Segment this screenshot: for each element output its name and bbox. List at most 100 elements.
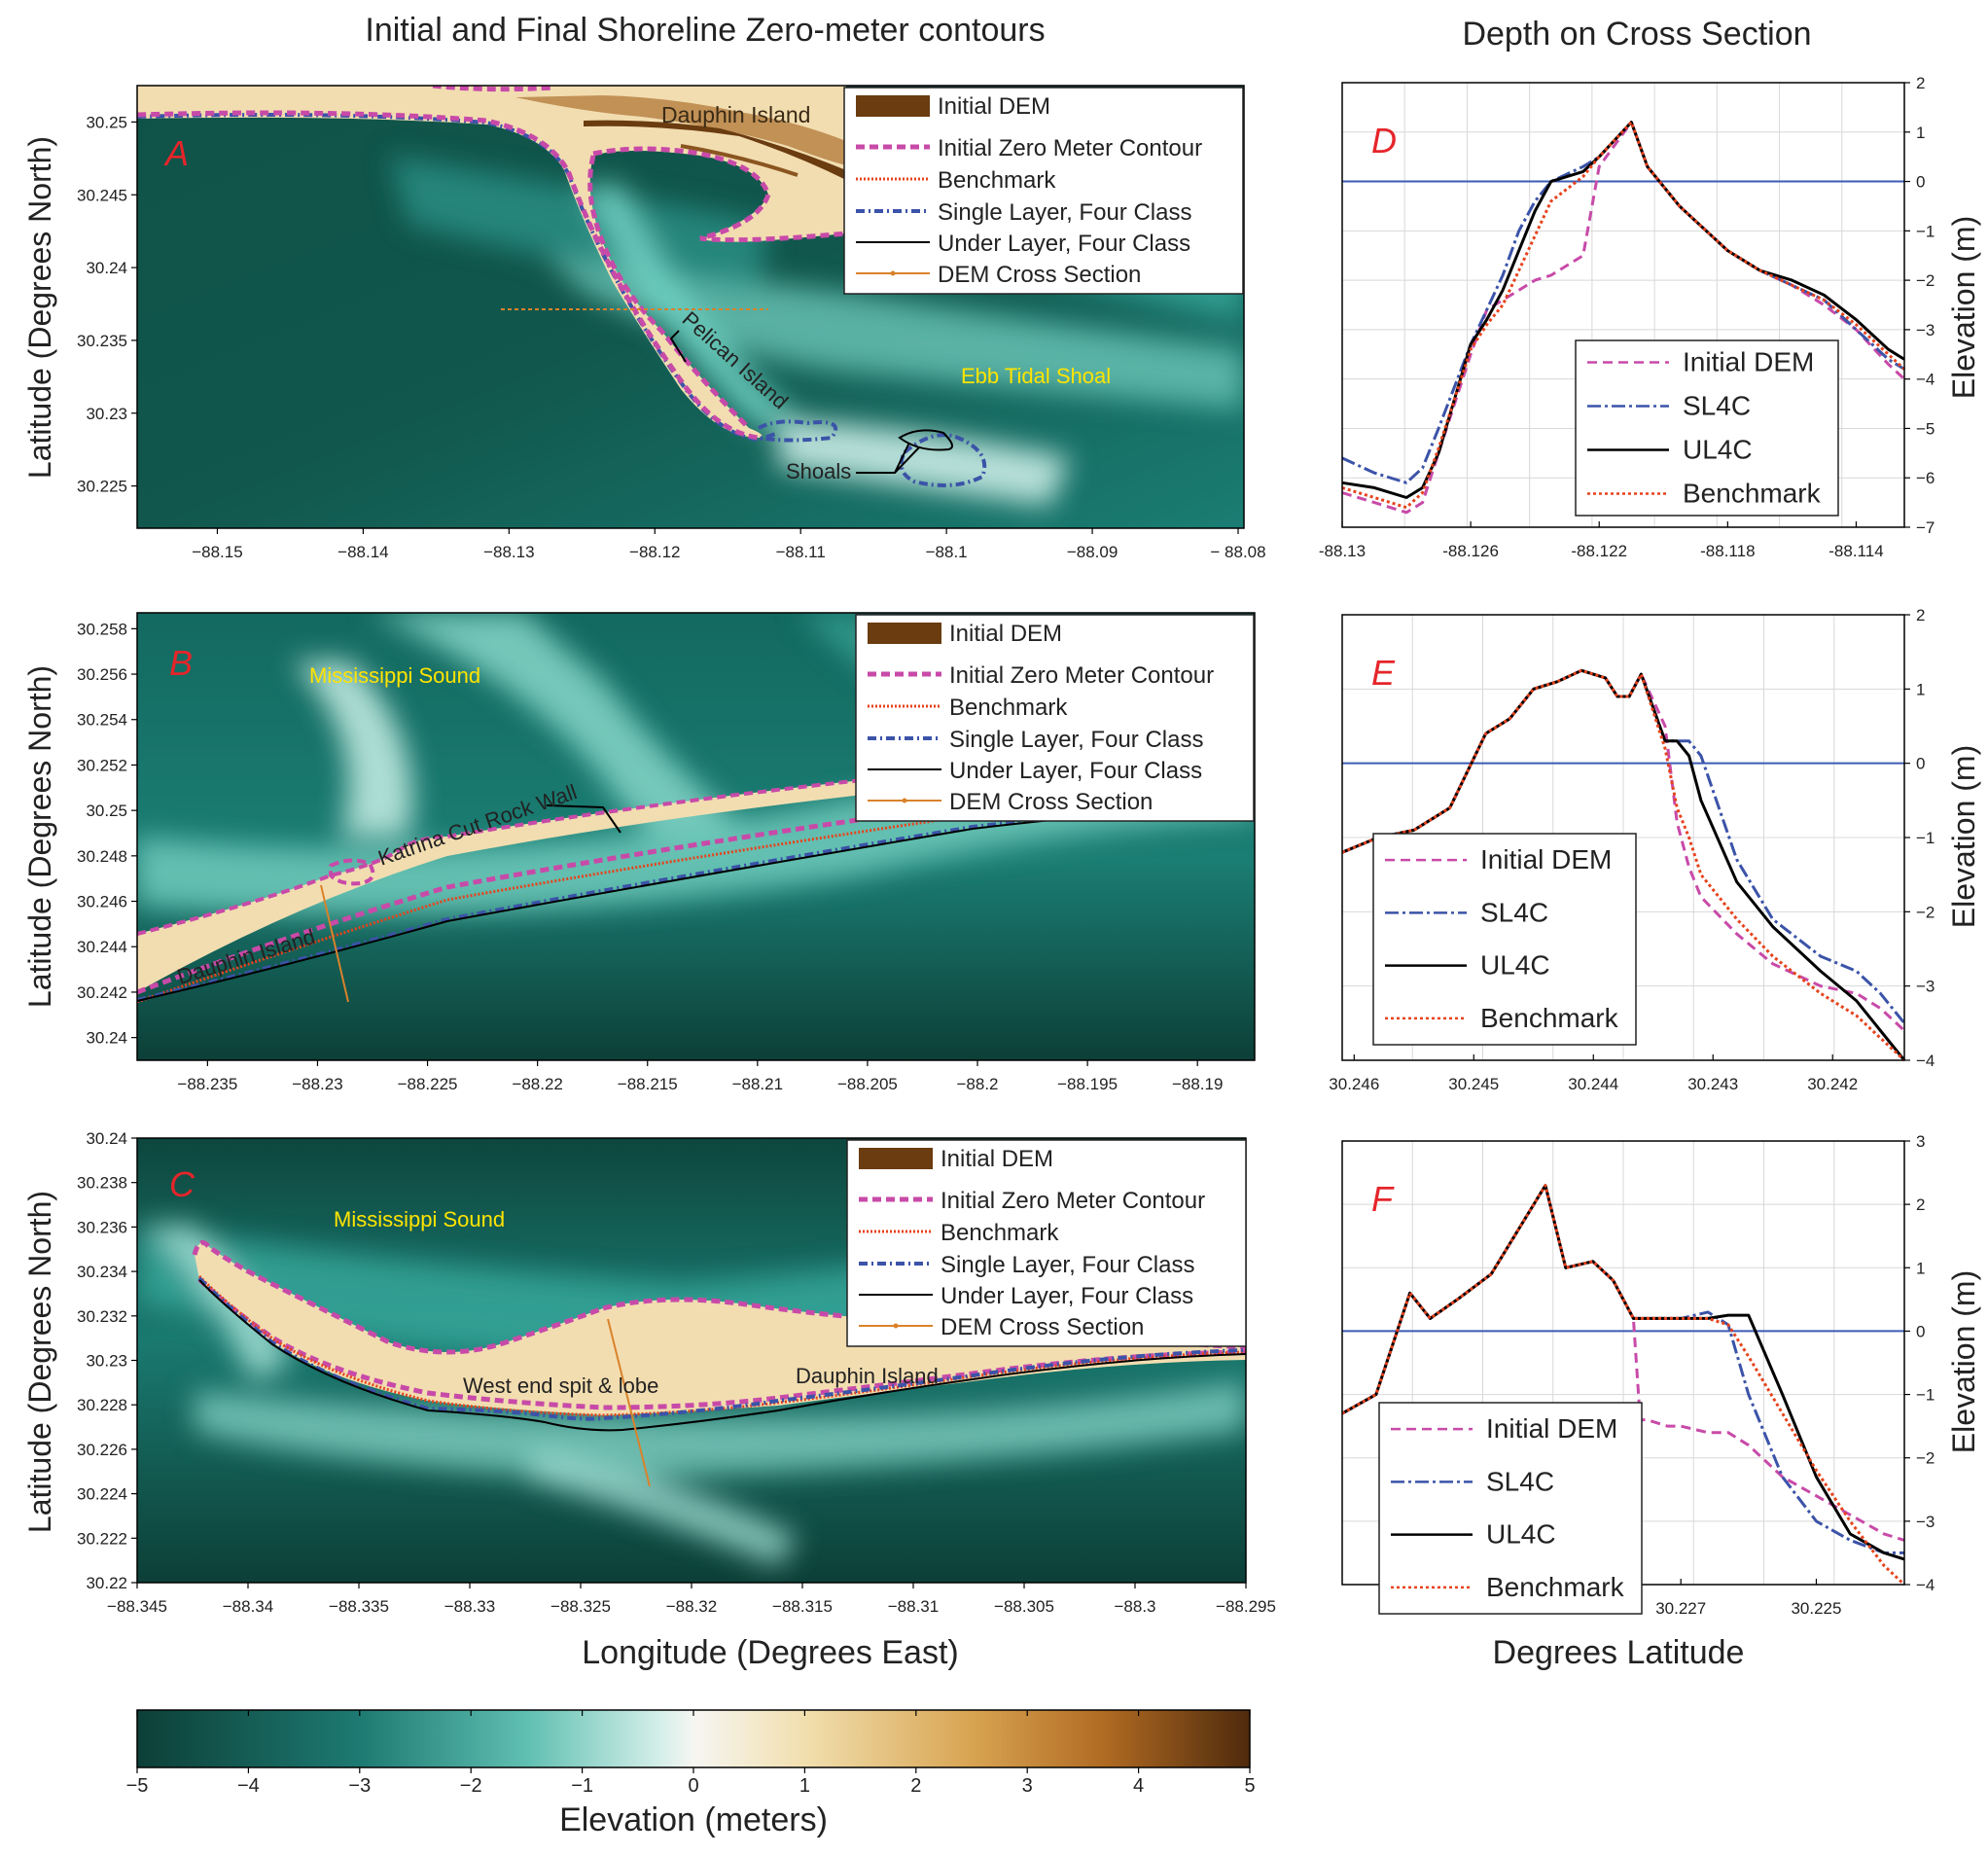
map-b-ytick-label: 30.248 [77,847,127,866]
map-c-xtick-label: −88.32 [666,1597,717,1616]
map-b-xtick-label: −88.21 [732,1075,783,1093]
map-c-xtick-label: −88.34 [223,1597,273,1616]
profile-legend-label-initial_dem: Initial DEM [1486,1413,1617,1444]
profile-ytick-label: −1 [1916,1386,1935,1405]
profile-xtick-label: -88.118 [1700,542,1755,560]
profile-xtick-label: -88.122 [1571,542,1627,560]
profile-ytick-label: 0 [1916,1322,1925,1340]
legend-b-under-layer: Under Layer, Four Class [949,758,1202,784]
ticks-a: −88.15 −88.14 −88.13 −88.12 −88.11 −88.1 −88.0… [77,113,1266,561]
profile-xtick-label: 30.243 [1687,1075,1738,1093]
colorbar-tick-label: −1 [571,1775,593,1797]
legend-c-initial-dem: Initial DEM [941,1146,1053,1172]
ticks-b: −88.235 −88.23 −88.225 −88.22 −88.215 −88.21 −… [77,620,1223,1093]
map-a-ytick-label: 30.23 [86,405,127,423]
map-a-ytick-label: 30.225 [77,478,127,496]
profile-ytick-label: −6 [1916,469,1935,487]
map-xlabel: Longitude (Degrees East) [582,1634,958,1671]
panel-letter-f: F [1371,1179,1395,1219]
legend-b-benchmark: Benchmark [949,695,1068,721]
legend-a-benchmark: Benchmark [938,167,1056,194]
map-ylabel-b: Latitude (Degrees North) [22,665,57,1008]
map-b-ytick-label: 30.25 [86,802,127,820]
profile-legend-label-initial_dem: Initial DEM [1683,347,1814,377]
profile-legend-label-ul4c: UL4C [1480,950,1550,981]
colorbar-tick-label: 0 [688,1775,698,1797]
map-c-ytick-label: 30.234 [77,1263,127,1281]
profile-xtick-label: 30.246 [1329,1075,1379,1093]
colorbar-tick-label: −4 [237,1775,260,1797]
colorbar-tick-label: 5 [1244,1775,1255,1797]
map-b-ytick-label: 30.252 [77,756,127,774]
profile-ytick-label: 2 [1916,606,1925,624]
profile-ytick-label: 2 [1916,1195,1925,1214]
map-c-xtick-label: −88.3 [1114,1597,1155,1616]
profile-ytick-label: 3 [1916,1132,1925,1151]
legend-c-under-layer: Under Layer, Four Class [941,1283,1193,1309]
map-panel-c: Mississippi Sound West end spit & lobe D… [77,1129,1276,1616]
profile-xtick-label: 30.227 [1655,1599,1706,1618]
profile-legend: Initial DEM SL4C UL4C Benchmark [1378,1402,1643,1615]
profile-xtick-label: -88.126 [1442,542,1499,560]
profile-legend-label-benchmark: Benchmark [1480,1003,1619,1033]
colorbar-tick-label: 4 [1133,1775,1144,1797]
profile-xlabel: Degrees Latitude [1493,1634,1745,1671]
legend-c-cross-section: DEM Cross Section [941,1314,1144,1340]
profile-legend-label-benchmark: Benchmark [1486,1572,1625,1602]
series-line-sl4c [1341,121,1905,484]
map-a-ytick-label: 30.235 [77,332,127,350]
map-a-xtick-label: −88.13 [483,543,534,561]
profile-xtick-label: 30.244 [1568,1075,1618,1093]
profile-ylabel-e: Elevation (m) [1946,745,1981,929]
map-b-xtick-label: −88.235 [177,1075,237,1093]
panel-letter-b: B [169,643,193,683]
map-a-xtick-label: −88.09 [1067,543,1118,561]
profile-ytick-label: −2 [1916,903,1935,921]
legend-a-cross-section: DEM Cross Section [938,262,1141,288]
map-b-xtick-label: −88.195 [1057,1075,1118,1093]
map-a-ytick-label: 30.24 [86,259,127,277]
profile-panel-e: 30.246 30.245 30.244 30.243 30.242 2 1 0 −1 −2 −3 −… [1329,606,1935,1093]
profile-ytick-label: −4 [1916,1052,1935,1070]
map-a-xtick-label: −88.1 [926,543,968,561]
ticks-c: −88.345 −88.34 −88.335 −88.33 −88.325 −88.32 −… [77,1129,1276,1616]
map-a-xtick-label: −88.12 [629,543,680,561]
series-line-ul4c [1341,668,1906,1061]
profile-xtick-label: -88.13 [1319,542,1366,560]
profile-xtick-label: 30.245 [1448,1075,1499,1093]
legend-a: Initial DEM Initial Zero Meter Contour B… [843,87,1244,295]
legend-b: Initial DEM Initial Zero Meter Contour B… [855,614,1255,822]
profile-xtick-label: 30.242 [1807,1075,1858,1093]
map-c-ytick-label: 30.23 [86,1352,127,1371]
profile-ytick-label: −5 [1916,419,1935,438]
profile-ytick-label: 1 [1916,124,1925,142]
series-line-benchmark [1341,121,1906,510]
map-c-ytick-label: 30.238 [77,1174,127,1193]
map-b-ytick-label: 30.24 [86,1029,127,1048]
legend-a-initial-contour: Initial Zero Meter Contour [938,135,1202,161]
legend-c-single-layer: Single Layer, Four Class [941,1252,1194,1278]
profile-ytick-label: −1 [1916,222,1935,240]
map-a-xtick-label: − 88.08 [1210,543,1265,561]
legend-b-initial-contour: Initial Zero Meter Contour [949,662,1214,689]
legend-a-under-layer: Under Layer, Four Class [938,231,1190,257]
colorbar-ticks: −5 −4 −3 −2 −1 0 1 2 3 4 5 [126,1710,1256,1797]
map-a-ytick-label: 30.25 [86,113,127,131]
map-b-ytick-label: 30.246 [77,893,127,911]
map-c-xtick-label: −88.31 [888,1597,939,1616]
map-c-ytick-label: 30.22 [86,1574,127,1592]
profile-panel-f: 30.23130.22930.22730.2253210−1−2−3−4FIni… [1341,1132,1935,1618]
annotation-c-mississippi-sound: Mississippi Sound [334,1207,505,1231]
colorbar-tick-label: −2 [460,1775,482,1797]
map-c-ytick-label: 30.232 [77,1307,127,1326]
map-a-xtick-label: −88.15 [192,543,242,561]
colorbar: −5 −4 −3 −2 −1 0 1 2 3 4 5 Elevation (meters) [126,1709,1256,1838]
profile-legend-label-sl4c: SL4C [1683,391,1751,421]
profile-ytick-label: −3 [1916,1513,1935,1531]
profile-legend-label-sl4c: SL4C [1486,1466,1554,1496]
map-c-xtick-label: −88.325 [550,1597,611,1616]
map-b-xtick-label: −88.205 [837,1075,898,1093]
profile-ylabel-f: Elevation (m) [1946,1270,1981,1454]
profile-ytick-label: −2 [1916,271,1935,290]
